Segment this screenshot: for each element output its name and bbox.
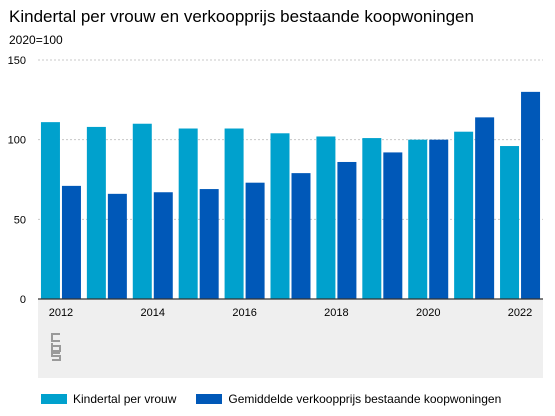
- x-tick-label: 2012: [49, 307, 73, 319]
- legend-swatch-kindertal: [41, 394, 67, 404]
- y-tick-label: 0: [20, 294, 26, 306]
- bar-verkoopprijs: [107, 193, 127, 299]
- y-tick-label: 100: [8, 135, 26, 147]
- bar-kindertal: [362, 138, 382, 299]
- y-tick-label: 150: [8, 55, 26, 67]
- legend-label-kindertal: Kindertal per vrouw: [73, 392, 177, 406]
- bar-chart: 0 50 100 150 2012 2014 2016 2018 2020 2022: [8, 55, 543, 378]
- bar-kindertal: [86, 126, 106, 299]
- x-tick-label: 2020: [416, 307, 440, 319]
- legend-label-verkoopprijs: Gemiddelde verkoopprijs bestaande koopwo…: [228, 392, 502, 406]
- chart-subtitle: 2020=100: [9, 33, 63, 47]
- legend-swatch-verkoopprijs: [196, 394, 223, 404]
- bar-kindertal: [454, 131, 474, 299]
- bar-verkoopprijs: [291, 173, 311, 299]
- legend-item-verkoopprijs[interactable]: Gemiddelde verkoopprijs bestaande koopwo…: [196, 392, 501, 406]
- x-tick-label: 2016: [232, 307, 256, 319]
- bar-verkoopprijs: [475, 117, 495, 299]
- bar-kindertal: [408, 139, 428, 299]
- x-tick-label: 2014: [141, 307, 165, 319]
- bar-verkoopprijs: [153, 192, 173, 299]
- bar-verkoopprijs: [521, 91, 541, 299]
- x-tick-label: 2018: [324, 307, 348, 319]
- bar-kindertal: [178, 128, 198, 299]
- bar-verkoopprijs: [429, 139, 449, 299]
- bar-kindertal: [224, 128, 244, 299]
- x-axis-panel: [38, 299, 543, 378]
- cbs-logo-icon: [51, 333, 61, 361]
- bar-kindertal: [316, 136, 336, 299]
- y-tick-label: 50: [14, 214, 26, 226]
- bar-verkoopprijs: [337, 161, 357, 299]
- bar-verkoopprijs: [245, 182, 265, 299]
- bar-verkoopprijs: [383, 152, 403, 299]
- bar-kindertal: [132, 123, 152, 299]
- bar-kindertal: [270, 133, 290, 299]
- chart-title: Kindertal per vrouw en verkoopprijs best…: [9, 7, 474, 26]
- bar-verkoopprijs: [199, 189, 219, 299]
- bar-verkoopprijs: [61, 185, 81, 299]
- legend-item-kindertal[interactable]: Kindertal per vrouw: [41, 392, 176, 406]
- bar-kindertal: [500, 146, 520, 299]
- x-tick-label: 2022: [508, 307, 532, 319]
- chart-legend: Kindertal per vrouw Gemiddelde verkooppr…: [41, 392, 521, 406]
- bar-kindertal: [40, 122, 60, 299]
